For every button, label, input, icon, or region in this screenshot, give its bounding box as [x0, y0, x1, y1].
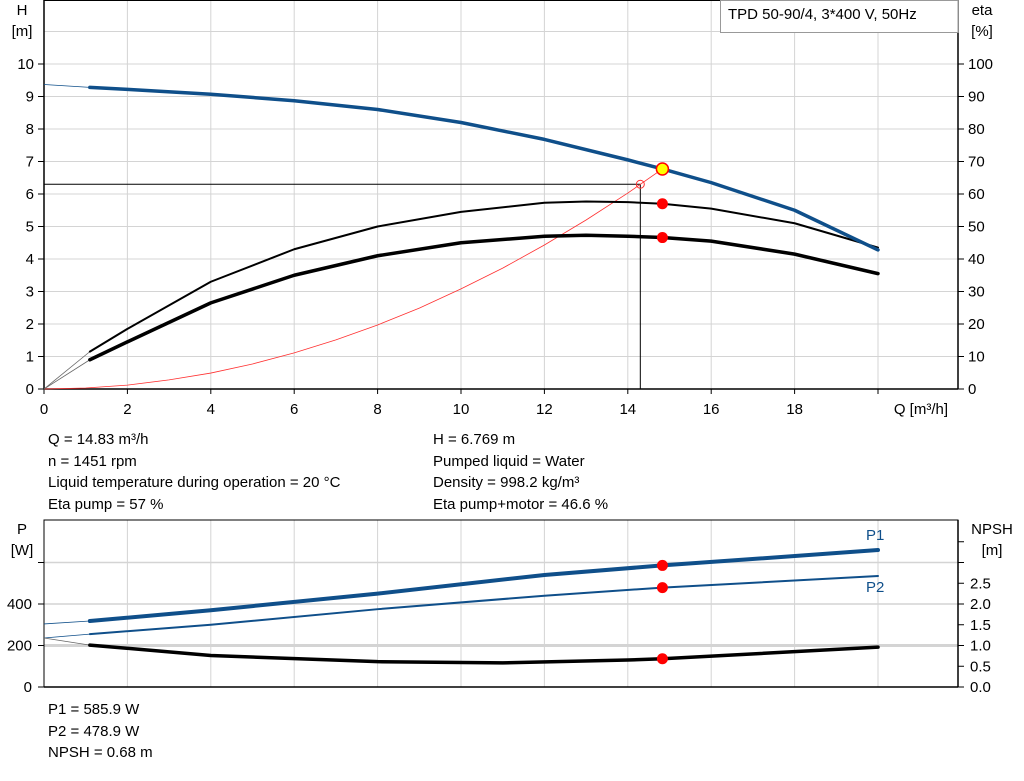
- info-left: Q = 14.83 m³/h n = 1451 rpm Liquid tempe…: [48, 429, 340, 515]
- eta-total-curve-extrapolation: [43, 359, 91, 390]
- y-axis-label-name: H: [17, 2, 28, 19]
- npsh-curve-extrapolation: [43, 637, 90, 646]
- y2-tick-label: 2.5: [970, 575, 991, 592]
- y2-tick-label: 90: [968, 89, 985, 106]
- p1-series-label: P1: [866, 527, 884, 544]
- system-curve: [43, 168, 663, 390]
- y2-axis-label-name: eta: [972, 2, 994, 19]
- plot-frame: [43, 0, 959, 390]
- y2-tick-label: 70: [968, 154, 985, 171]
- eta-pump-duty-marker: [656, 198, 668, 210]
- y2-tick-label: 10: [968, 349, 985, 366]
- info-flow: Q = 14.83 m³/h: [48, 431, 149, 448]
- y-tick-label: 7: [26, 154, 34, 171]
- y2-tick-label: 1.0: [970, 638, 991, 655]
- head-curve-extrapolation: [43, 84, 90, 88]
- y2-tick-label: 80: [968, 121, 985, 138]
- x-tick-label: 10: [453, 401, 470, 418]
- x-tick-label: 16: [703, 401, 720, 418]
- info-eta-total: Eta pump+motor = 46.6 %: [433, 495, 609, 513]
- eta-total-duty-marker: [656, 232, 668, 244]
- y-tick-label: 2: [26, 316, 34, 333]
- npsh-duty-marker: [656, 653, 668, 665]
- info-right: H = 6.769 m Pumped liquid = Water Densit…: [433, 429, 608, 515]
- y-tick-label: 9: [26, 89, 34, 106]
- p2-curve: [88, 574, 879, 636]
- info-p2: P2 = 478.9 W: [48, 722, 140, 740]
- x-tick-label: 18: [786, 401, 803, 418]
- info-head: H = 6.769 m: [433, 431, 516, 448]
- x-tick-label: 14: [619, 401, 636, 418]
- y-tick-label: 8: [26, 121, 34, 138]
- p2-curve-extrapolation: [43, 633, 90, 639]
- p1-curve-extrapolation: [43, 620, 90, 625]
- p1-duty-marker: [656, 559, 668, 571]
- eta-pump-curve-extrapolation: [43, 351, 91, 390]
- x-tick-label: 8: [373, 401, 381, 418]
- eta-pump-curve: [88, 200, 879, 353]
- y2-axis-label-unit: [m]: [982, 542, 1003, 559]
- y-tick-label: 1: [26, 349, 34, 366]
- info-temperature: Liquid temperature during operation = 20…: [48, 474, 341, 491]
- x-tick-label: 0: [40, 401, 48, 418]
- p2-series-label: P2: [866, 579, 884, 596]
- x-tick-label: 6: [290, 401, 298, 418]
- info-npsh: NPSH = 0.68 m: [48, 744, 153, 761]
- y-tick-label: 0: [26, 381, 34, 398]
- chart-title: TPD 50-90/4, 3*400 V, 50Hz: [728, 6, 917, 23]
- y-tick-label: 4: [26, 251, 34, 268]
- p2-duty-marker: [656, 582, 668, 594]
- info-bottom: P1 = 585.9 W P2 = 478.9 W NPSH = 0.68 m: [48, 699, 153, 764]
- legend-box: [720, 0, 959, 33]
- info-density: Density = 998.2 kg/m³: [433, 474, 580, 491]
- y-axis-label-unit: [W]: [11, 542, 34, 559]
- y2-tick-label: 50: [968, 219, 985, 236]
- y-axis-label-unit: [m]: [12, 23, 33, 40]
- y-tick-label: 10: [17, 56, 34, 73]
- y-tick-label: 0: [24, 679, 32, 696]
- y2-tick-label: 20: [968, 316, 985, 333]
- y-axis-label-name: P: [17, 521, 27, 538]
- info-liquid: Pumped liquid = Water: [433, 452, 585, 470]
- head-curve: [88, 85, 880, 252]
- y2-tick-label: 1.5: [970, 617, 991, 634]
- y-tick-label: 200: [7, 638, 32, 655]
- x-tick-label: 4: [207, 401, 215, 418]
- y2-tick-label: 0: [968, 381, 976, 398]
- y2-tick-label: 2.0: [970, 596, 991, 613]
- info-eta-pump: Eta pump = 57 %: [48, 495, 164, 513]
- info-speed: n = 1451 rpm: [48, 452, 137, 470]
- x-axis-label: Q [m³/h]: [894, 401, 948, 418]
- eta-total-curve: [88, 233, 880, 362]
- y2-axis-label-name: NPSH: [971, 521, 1013, 538]
- y2-tick-label: 40: [968, 251, 985, 268]
- y2-tick-label: 60: [968, 186, 985, 203]
- y2-tick-label: 30: [968, 284, 985, 301]
- y-tick-label: 5: [26, 219, 34, 236]
- p1-curve: [87, 548, 880, 624]
- y-tick-label: 6: [26, 186, 34, 203]
- y2-tick-label: 0.5: [970, 658, 991, 675]
- x-tick-label: 12: [536, 401, 553, 418]
- info-p1: P1 = 585.9 W: [48, 701, 140, 718]
- npsh-curve: [88, 643, 880, 665]
- y2-tick-label: 0.0: [970, 679, 991, 696]
- required-point-marker: [635, 179, 645, 189]
- y2-axis-label-unit: [%]: [971, 23, 993, 40]
- x-tick-label: 2: [123, 401, 131, 418]
- y2-tick-label: 100: [968, 56, 993, 73]
- head-duty-marker: [655, 162, 670, 176]
- y-tick-label: 400: [7, 596, 32, 613]
- y-tick-label: 3: [26, 284, 34, 301]
